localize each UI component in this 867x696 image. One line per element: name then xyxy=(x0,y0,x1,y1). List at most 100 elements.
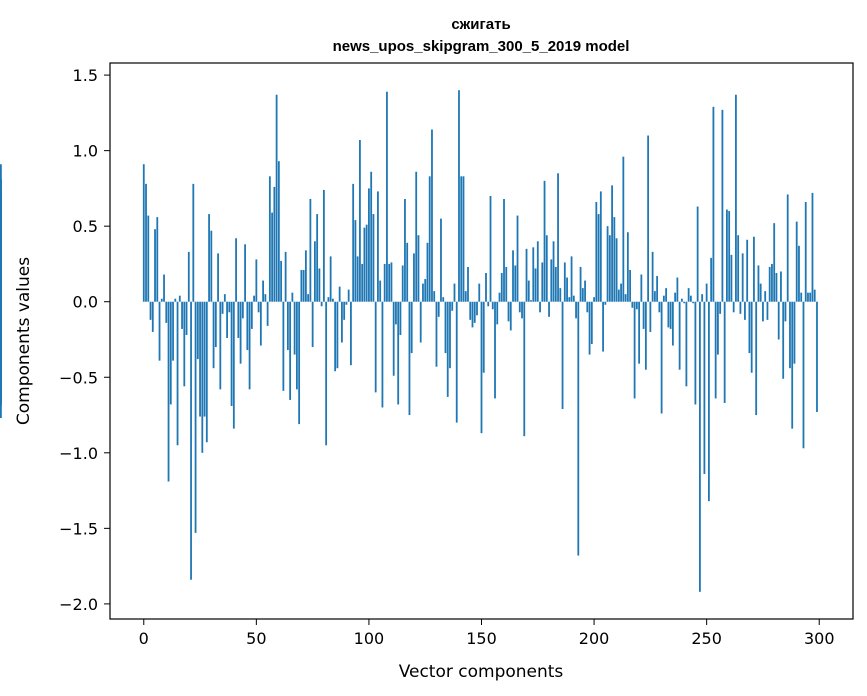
bar-14 xyxy=(174,298,177,302)
bar-241 xyxy=(685,301,688,387)
bar-45 xyxy=(244,244,246,302)
bar-13 xyxy=(172,301,174,361)
bar-249 xyxy=(703,301,706,474)
bar-193 xyxy=(577,301,580,556)
bar-187 xyxy=(563,262,566,302)
bar-289 xyxy=(793,301,796,364)
bar-61 xyxy=(280,260,283,302)
bar-100 xyxy=(368,188,370,302)
x-tick-label: 150 xyxy=(466,629,497,648)
bar-7 xyxy=(158,301,161,361)
bar-95 xyxy=(356,256,359,302)
bar-101 xyxy=(370,171,373,302)
bar-79 xyxy=(320,301,323,307)
bar-undefined xyxy=(0,301,2,403)
bar-261 xyxy=(730,254,733,302)
bar-236 xyxy=(674,292,677,302)
bar-65 xyxy=(289,301,292,400)
bar-110 xyxy=(390,262,393,302)
bar-251 xyxy=(708,301,710,502)
bar-21 xyxy=(190,301,192,580)
bar-128 xyxy=(431,129,433,302)
bar-171 xyxy=(527,280,530,302)
bar-262 xyxy=(732,301,735,313)
bar-194 xyxy=(579,266,582,302)
bar-142 xyxy=(462,176,465,302)
bar-179 xyxy=(545,235,548,302)
bar-10 xyxy=(165,301,168,323)
bar-57 xyxy=(271,212,274,302)
bar-28 xyxy=(205,301,208,443)
bar-297 xyxy=(811,192,814,302)
bar-148 xyxy=(476,301,478,316)
bar-157 xyxy=(496,301,499,325)
bar-252 xyxy=(710,257,713,302)
bar-185 xyxy=(559,288,562,302)
bar-113 xyxy=(397,301,400,405)
bar-215 xyxy=(626,232,629,302)
bar-82 xyxy=(327,297,330,302)
bar-39 xyxy=(230,301,233,406)
bar-248 xyxy=(701,294,704,302)
bar-294 xyxy=(804,202,807,302)
bar-267 xyxy=(744,301,746,320)
bar-214 xyxy=(624,294,627,302)
bar-151 xyxy=(482,301,485,373)
bar-26 xyxy=(201,301,204,453)
bar-64 xyxy=(286,301,289,351)
bar-189 xyxy=(568,297,571,302)
bar-282 xyxy=(777,301,780,340)
bar-271 xyxy=(753,236,755,302)
y-tick-label: −1.0 xyxy=(59,444,98,463)
bar-176 xyxy=(539,301,541,313)
bar-18 xyxy=(183,301,186,387)
bar-62 xyxy=(282,301,285,391)
bar-235 xyxy=(671,301,674,346)
bar-161 xyxy=(505,266,508,302)
bar-66 xyxy=(291,292,294,302)
bar-219 xyxy=(635,301,638,310)
y-tick-label: 1.5 xyxy=(73,66,98,85)
bar-184 xyxy=(557,173,559,302)
bar-158 xyxy=(498,292,501,302)
bar-231 xyxy=(662,295,665,302)
bar-115 xyxy=(401,265,404,302)
bar-258 xyxy=(723,301,726,403)
bar-109 xyxy=(388,263,391,302)
bar-99 xyxy=(365,224,368,302)
bar-275 xyxy=(762,301,764,322)
bar-190 xyxy=(570,256,573,302)
bar-208 xyxy=(611,185,613,302)
bar-290 xyxy=(795,221,798,302)
x-axis-ticks: 0 50 100 150 200 250 300 xyxy=(139,619,835,648)
bar-255 xyxy=(717,301,719,355)
bar-19 xyxy=(185,301,188,335)
bar-50 xyxy=(255,259,258,302)
x-tick-label: 0 xyxy=(139,629,149,648)
bar-16 xyxy=(178,295,181,302)
bar-295 xyxy=(807,292,809,302)
x-tick-label: 200 xyxy=(579,629,610,648)
bar-278 xyxy=(768,266,771,302)
bar-200 xyxy=(593,297,595,302)
x-axis-label: Vector components xyxy=(399,662,564,682)
bar-72 xyxy=(304,250,307,302)
bar-8 xyxy=(160,298,163,302)
bar-221 xyxy=(640,274,643,302)
bar-92 xyxy=(350,301,352,366)
bar-90 xyxy=(345,301,348,305)
bar-172 xyxy=(530,300,532,302)
bar-60 xyxy=(277,161,280,302)
bar-139 xyxy=(455,301,458,423)
bar-298 xyxy=(813,289,816,302)
bar-226 xyxy=(651,251,654,302)
bar-137 xyxy=(451,301,454,311)
bar-177 xyxy=(541,262,544,302)
bar-237 xyxy=(676,277,679,302)
bar-152 xyxy=(485,273,487,302)
bar-11 xyxy=(167,301,170,482)
bar-212 xyxy=(620,283,622,302)
bar-183 xyxy=(554,266,557,302)
bar-229 xyxy=(658,301,661,313)
bar-81 xyxy=(325,301,328,446)
